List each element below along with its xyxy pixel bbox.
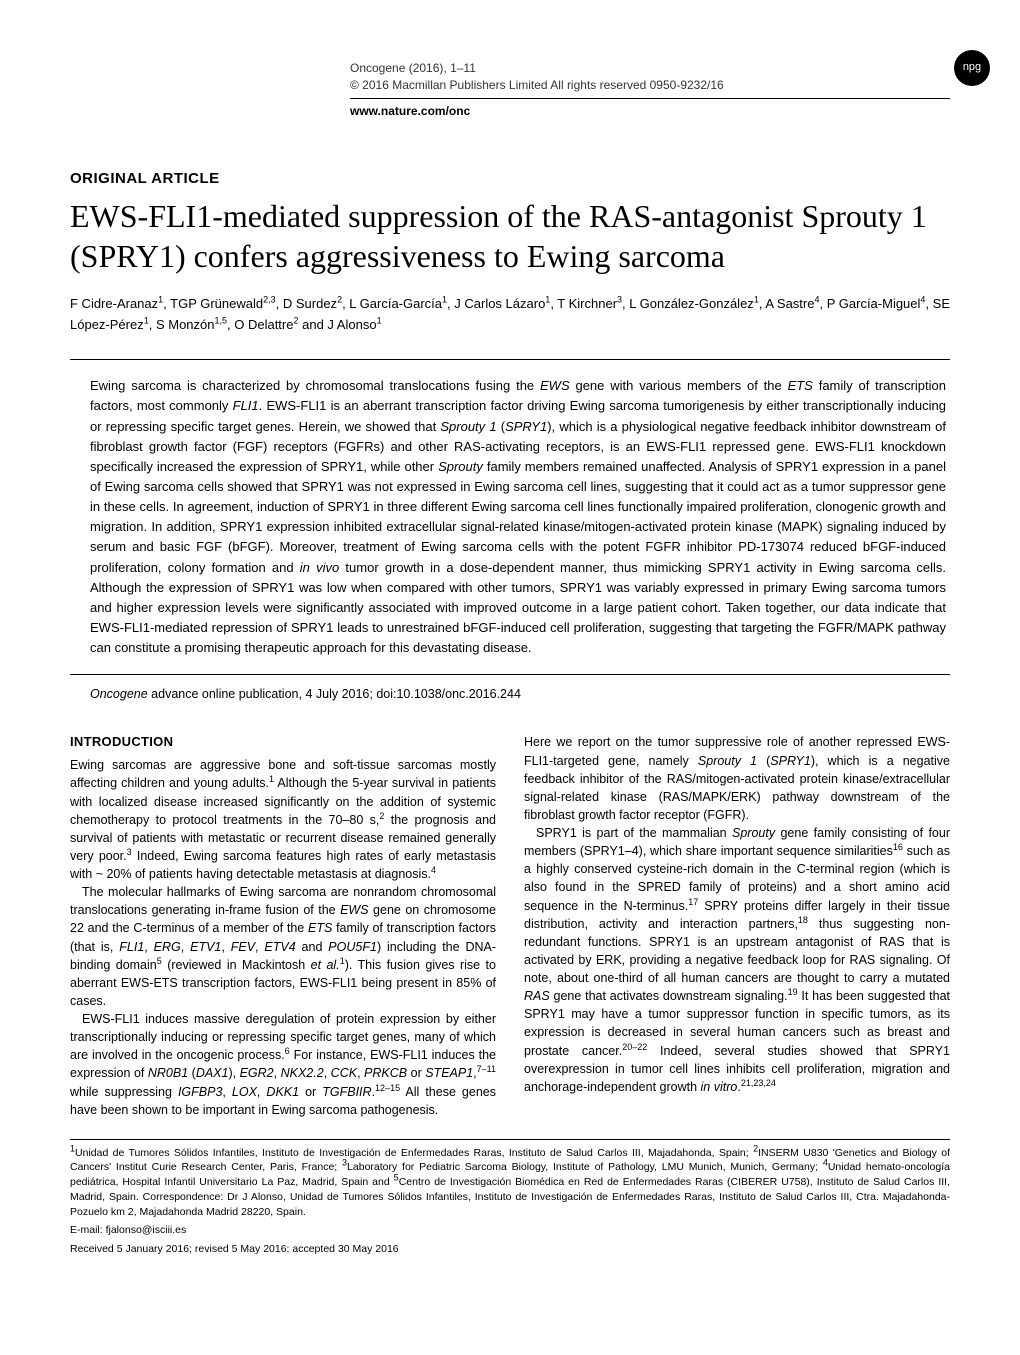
article-dates: Received 5 January 2016; revised 5 May 2… bbox=[70, 1242, 950, 1257]
header-meta: npg Oncogene (2016), 1–11 © 2016 Macmill… bbox=[350, 60, 950, 94]
author-list: F Cidre-Aranaz1, TGP Grünewald2,3, D Sur… bbox=[70, 294, 950, 336]
body-columns: INTRODUCTION Ewing sarcomas are aggressi… bbox=[70, 733, 950, 1118]
left-column: INTRODUCTION Ewing sarcomas are aggressi… bbox=[70, 733, 496, 1118]
correspondence-email: E-mail: fjalonso@isciii.es bbox=[70, 1223, 950, 1238]
article-title: EWS-FLI1-mediated suppression of the RAS… bbox=[70, 196, 950, 276]
section-heading-introduction: INTRODUCTION bbox=[70, 733, 496, 752]
intro-text-right: Here we report on the tumor suppressive … bbox=[524, 733, 950, 1096]
abstract: Ewing sarcoma is characterized by chromo… bbox=[70, 359, 950, 675]
intro-text-left: Ewing sarcomas are aggressive bone and s… bbox=[70, 756, 496, 1119]
npg-badge-icon: npg bbox=[954, 50, 990, 86]
journal-info: Oncogene (2016), 1–11 bbox=[350, 60, 950, 77]
copyright-line: © 2016 Macmillan Publishers Limited All … bbox=[350, 77, 950, 94]
citation-line: Oncogene advance online publication, 4 J… bbox=[90, 685, 950, 703]
article-type: ORIGINAL ARTICLE bbox=[70, 168, 950, 190]
header-rule bbox=[350, 98, 950, 99]
right-column: Here we report on the tumor suppressive … bbox=[524, 733, 950, 1118]
journal-website: www.nature.com/onc bbox=[350, 103, 950, 120]
affiliations: 1Unidad de Tumores Sólidos Infantiles, I… bbox=[70, 1139, 950, 1219]
